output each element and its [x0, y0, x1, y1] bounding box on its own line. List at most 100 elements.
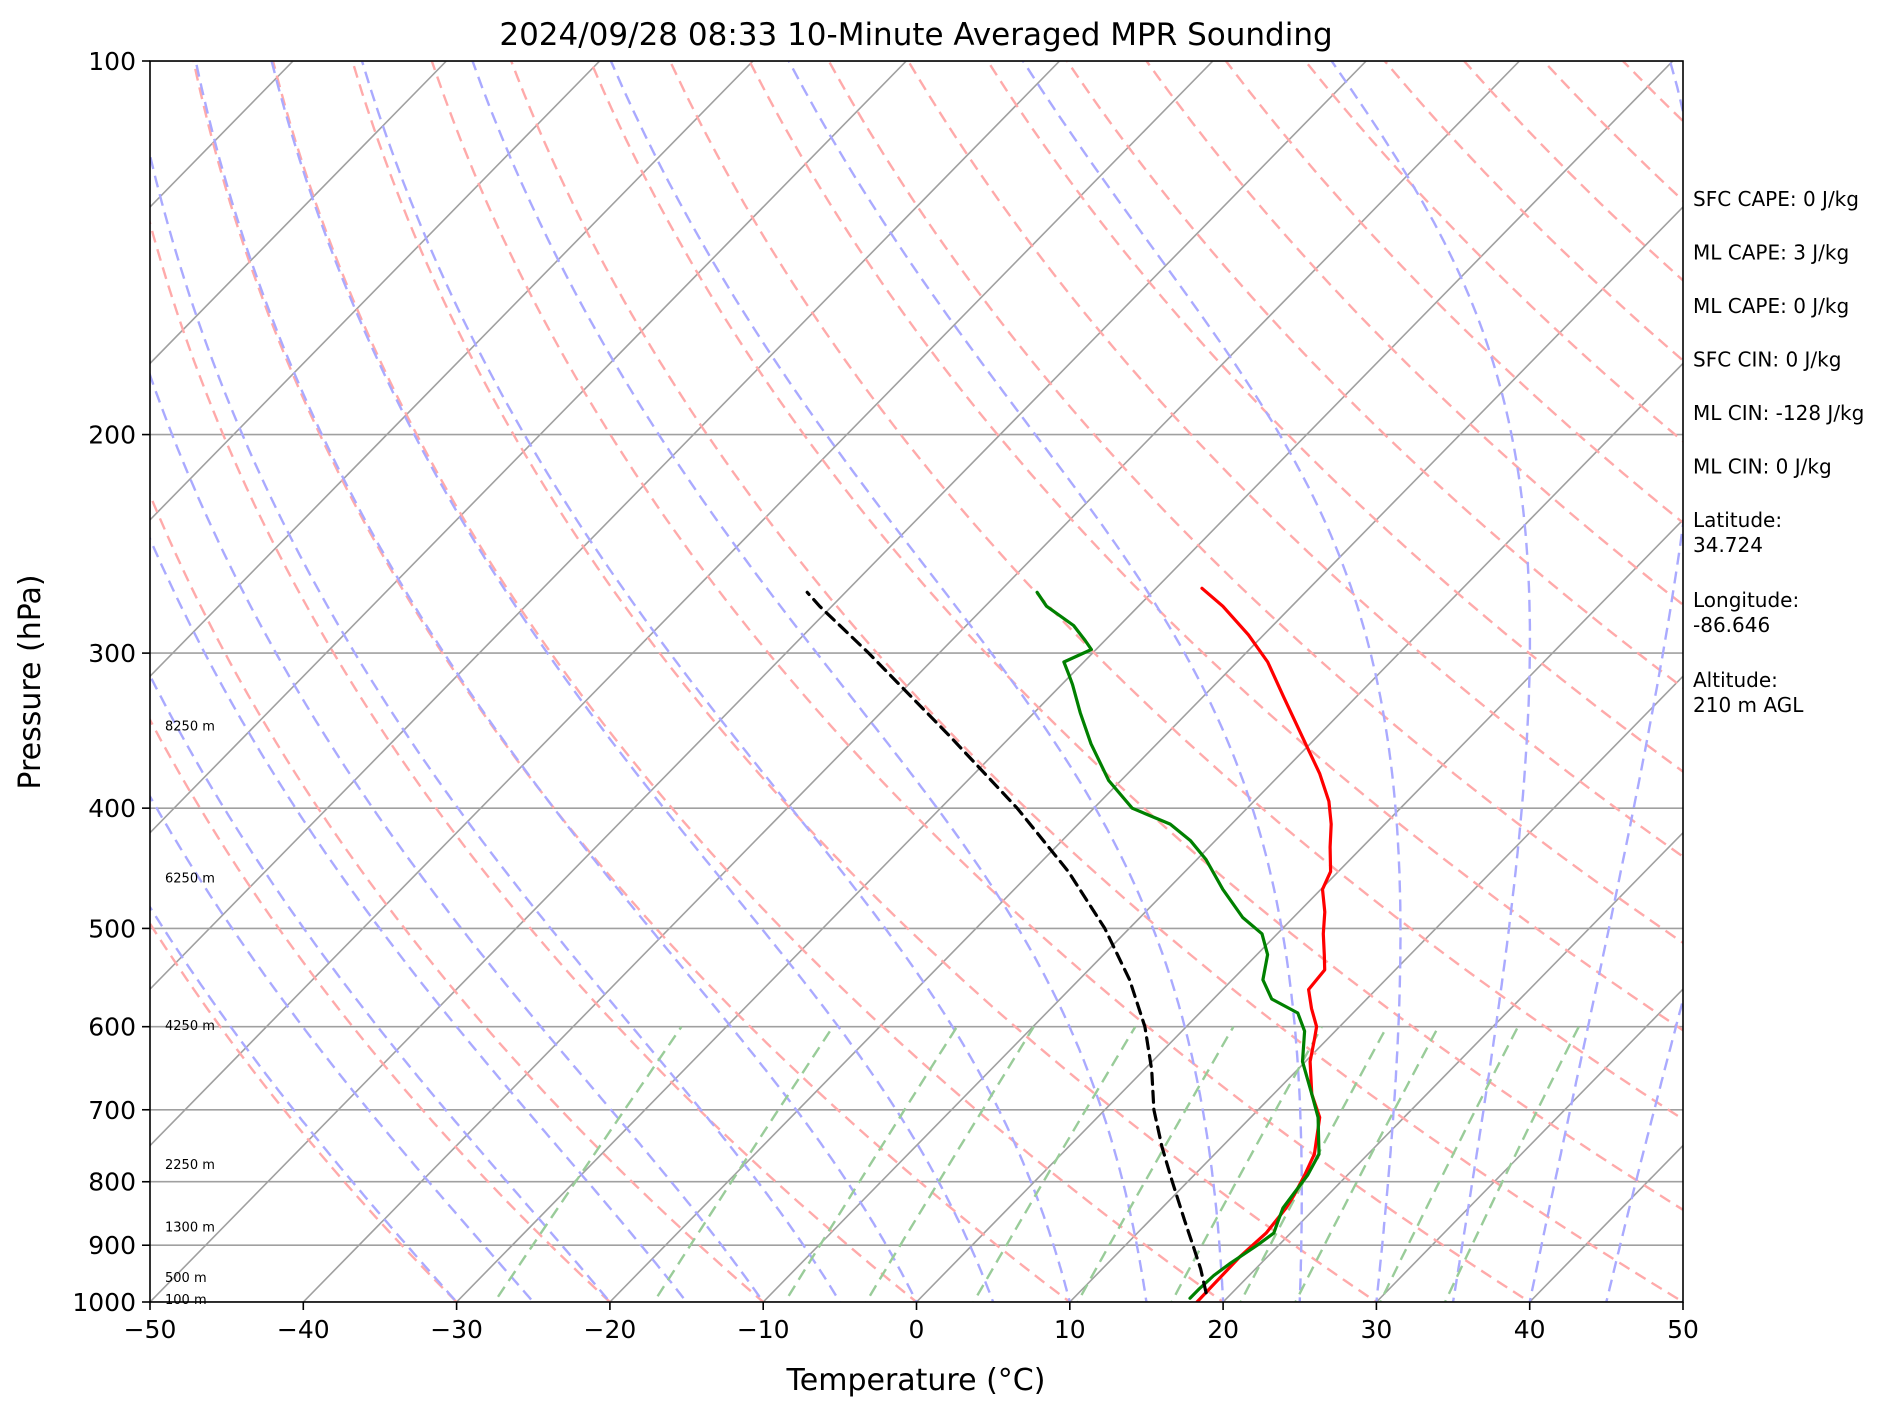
series-line-1	[1035, 590, 1321, 1300]
y-tick-label: 200	[88, 421, 136, 450]
dry-adiabat-line	[150, 218, 919, 1302]
y-axis-label: Pressure (hPa)	[13, 574, 48, 789]
moist-adiabat-line	[150, 371, 765, 1302]
isotherm-line	[1222, 831, 1683, 1302]
info-panel-entry: SFC CIN: 0 J/kg	[1693, 348, 1841, 372]
dry-adiabat-line	[271, 61, 1226, 1302]
y-tick-label: 1000	[72, 1288, 136, 1317]
x-tick-label: −50	[124, 1315, 177, 1344]
series-line-2	[805, 590, 1208, 1295]
height-label: 100 m	[165, 1293, 207, 1308]
info-panel-entry: SFC CAPE: 0 J/kg	[1693, 187, 1859, 211]
moist-adiabat-line	[360, 61, 1072, 1302]
y-axis-ticks: 1000 900 800 700 600 500 400 300 200 100	[72, 47, 150, 1317]
x-tick-label: −30	[430, 1315, 483, 1344]
info-panel-entry: ML CIN: 0 J/kg	[1693, 455, 1832, 479]
info-panel-entry: ML CIN: -128 J/kg	[1693, 401, 1864, 425]
y-tick-label: 500	[88, 914, 136, 943]
isotherm-line	[150, 61, 754, 678]
y-tick-label: 700	[88, 1096, 136, 1125]
y-tick-label: 400	[88, 794, 136, 823]
height-label: 1300 m	[165, 1220, 215, 1235]
chart-title: 2024/09/28 08:33 10-Minute Averaged MPR …	[499, 17, 1332, 53]
moist-adiabat-line	[1330, 61, 1532, 1302]
moist-adiabat-line	[150, 535, 689, 1302]
isotherm-line	[150, 61, 601, 522]
isotherm-line	[762, 362, 1683, 1302]
mixing-ratio-line	[972, 1026, 1137, 1302]
moist-adiabat-line	[1528, 61, 1683, 1302]
isotherm-line	[1375, 987, 1683, 1302]
isotherm-line	[150, 61, 1061, 991]
moist-adiabat-line	[1605, 995, 1683, 1302]
isotherm-line	[150, 61, 907, 834]
mixing-ratio-line	[493, 1026, 683, 1302]
mixing-ratio-line	[1170, 1026, 1323, 1302]
info-panel-entry: Longitude: -86.646	[1693, 588, 1799, 637]
series-line-0	[1195, 586, 1333, 1302]
moist-adiabat-line	[150, 904, 459, 1302]
moist-adiabat-line	[194, 61, 918, 1302]
mixing-ratio-line	[1076, 1026, 1235, 1302]
height-label: 500 m	[165, 1271, 207, 1286]
dry-adiabat-line	[986, 61, 1683, 774]
y-tick-label: 800	[88, 1168, 136, 1197]
info-panel-entry: ML CAPE: 0 J/kg	[1693, 294, 1849, 318]
x-axis-ticks: −50 −40 −30 −20 −10 0 10 20 30 40 50	[124, 1302, 1699, 1344]
isotherm-line	[150, 61, 447, 365]
mixing-ratio-lines	[493, 1026, 1580, 1302]
x-tick-label: 20	[1207, 1315, 1239, 1344]
moist-adiabat-line	[270, 61, 995, 1302]
plot-area	[150, 61, 1683, 1302]
dry-adiabat-line	[827, 61, 1683, 945]
isotherm-line	[915, 518, 1683, 1302]
dry-adiabat-line	[668, 61, 1683, 1121]
dry-adiabat-line	[589, 61, 1683, 1212]
mixing-ratio-line	[783, 1026, 959, 1302]
moist-adiabat-line	[150, 673, 612, 1302]
x-tick-label: 10	[1054, 1315, 1086, 1344]
moist-adiabat-line	[150, 150, 842, 1302]
isotherm-line	[456, 61, 1674, 1302]
dry-adiabat-line	[430, 61, 1532, 1302]
y-tick-label: 900	[88, 1231, 136, 1260]
moist-adiabat-line	[1021, 61, 1402, 1302]
dry-adiabat-line	[1066, 61, 1683, 690]
dry-adiabat-line	[351, 61, 1379, 1302]
isotherm-line	[609, 205, 1683, 1302]
dry-adiabat-line	[192, 61, 1072, 1302]
isotherm-line	[302, 61, 1521, 1302]
info-panel-entry: Latitude: 34.724	[1693, 508, 1782, 557]
height-label: 4250 m	[165, 1019, 215, 1034]
moist-adiabats	[150, 61, 1683, 1302]
height-labels: 8250 m 6250 m 4250 m 2250 m 1300 m 500 m 100 m	[165, 719, 215, 1307]
height-label: 8250 m	[165, 719, 215, 734]
x-tick-label: −40	[277, 1315, 330, 1344]
x-tick-label: −10	[737, 1315, 790, 1344]
x-axis-label: Temperature (°C)	[786, 1363, 1046, 1398]
x-tick-label: 40	[1514, 1315, 1546, 1344]
sounding-series	[805, 586, 1333, 1302]
info-panel-entry: ML CAPE: 3 J/kg	[1693, 241, 1849, 265]
y-tick-label: 100	[88, 47, 136, 76]
x-tick-label: 30	[1360, 1315, 1392, 1344]
isotherm-line	[150, 61, 1367, 1302]
x-tick-label: 0	[909, 1315, 925, 1344]
y-tick-label: 600	[88, 1013, 136, 1042]
dry-adiabat-line	[150, 491, 766, 1302]
dry-adiabats	[150, 61, 1683, 1302]
x-tick-label: 50	[1667, 1315, 1699, 1344]
info-panel-entry: Altitude: 210 m AGL	[1693, 668, 1804, 717]
isotherm-line	[150, 61, 1214, 1147]
isotherm-line	[1069, 675, 1683, 1302]
dry-adiabat-line	[510, 61, 1683, 1302]
mixing-ratio-line	[864, 1026, 1035, 1302]
info-panel: SFC CAPE: 0 J/kg ML CAPE: 3 J/kg ML CAPE: …	[1693, 187, 1864, 717]
x-tick-label: −20	[584, 1315, 637, 1344]
moist-adiabat-line	[609, 61, 1225, 1302]
height-label: 6250 m	[165, 872, 215, 887]
isotherm-gridlines	[150, 61, 1683, 1302]
height-label: 2250 m	[165, 1158, 215, 1173]
